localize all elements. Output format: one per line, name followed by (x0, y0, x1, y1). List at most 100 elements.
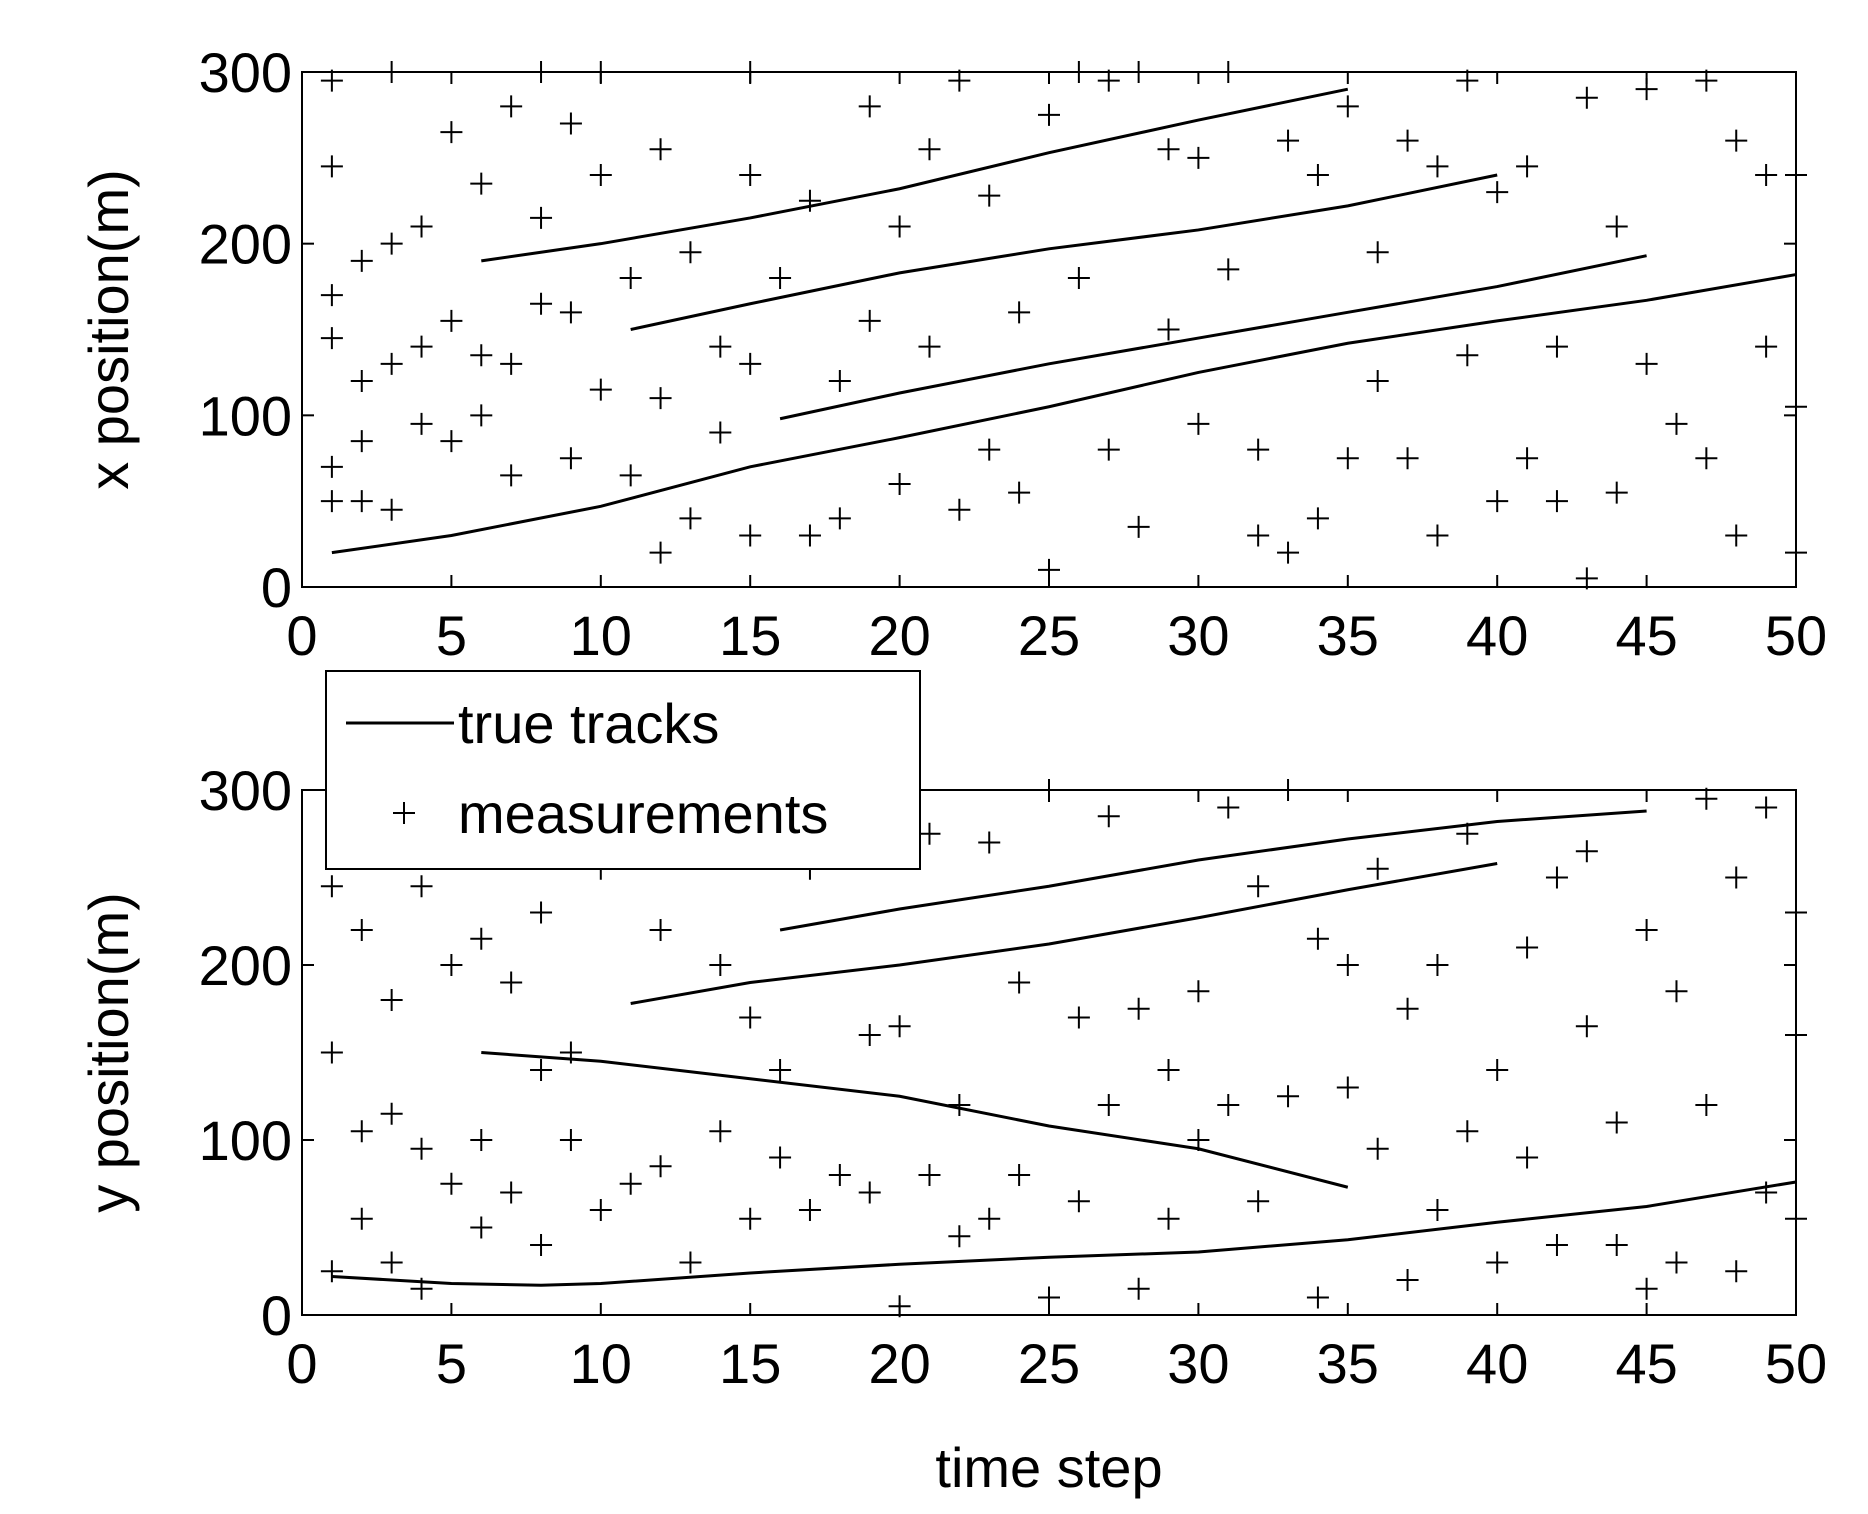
measurement (1785, 1207, 1807, 1230)
y-tick-label: 0 (261, 556, 292, 619)
measurement (380, 1251, 403, 1274)
measurement (1516, 447, 1539, 470)
measurement (1426, 524, 1449, 547)
measurement (709, 335, 732, 358)
measurement (619, 464, 642, 487)
measurement (380, 498, 403, 521)
measurement (500, 1181, 523, 1204)
measurement (1008, 971, 1031, 994)
measurement (530, 61, 553, 83)
true-track (331, 1180, 1797, 1287)
x-tick-label: 10 (570, 1332, 632, 1395)
measurement (350, 249, 373, 272)
measurement (1366, 241, 1389, 264)
x-tick-label: 0 (286, 604, 317, 667)
measurement (320, 69, 343, 92)
measurement (619, 267, 642, 289)
measurement (1097, 69, 1120, 92)
measurement (1396, 1269, 1419, 1291)
measurement (1635, 1277, 1658, 1300)
measurement (1695, 447, 1718, 470)
measurement (769, 1059, 792, 1081)
x-tick-label: 15 (719, 604, 781, 667)
measurement (1247, 1190, 1270, 1213)
measurement (530, 206, 553, 229)
measurement (410, 335, 433, 358)
y-tick-label: 200 (199, 213, 292, 276)
measurement (709, 1120, 732, 1143)
measurement (380, 989, 403, 1011)
measurement (1336, 95, 1359, 118)
measurement (1187, 980, 1210, 1003)
measurement (1575, 567, 1598, 590)
x-tick-label: 20 (868, 604, 930, 667)
measurement (918, 138, 941, 161)
x-tick-label: 20 (868, 1332, 930, 1395)
measurement (1605, 215, 1628, 238)
measurement (1157, 138, 1180, 161)
measurement (1605, 481, 1628, 504)
measurement (1306, 1286, 1329, 1309)
measurement (1396, 447, 1419, 470)
measurement (1396, 997, 1419, 1020)
measurement (888, 473, 911, 495)
x-axis-label: time step (935, 1436, 1162, 1499)
measurement (470, 927, 493, 950)
measurement (1038, 1286, 1060, 1309)
measurement (410, 1137, 433, 1160)
measurement (888, 1295, 911, 1318)
measurement (1755, 335, 1778, 358)
measurement (798, 189, 821, 212)
measurement (1187, 412, 1210, 435)
measurement (1456, 69, 1479, 92)
measurement (559, 1041, 582, 1064)
measurement (350, 1120, 373, 1143)
legend (325, 670, 921, 870)
y-tick-label: 300 (199, 41, 292, 104)
measurement (888, 1015, 911, 1038)
measurement (1516, 936, 1539, 959)
measurement (1456, 344, 1479, 367)
measurement (948, 1225, 971, 1248)
measurement (1755, 1181, 1778, 1204)
measurement (1725, 129, 1748, 152)
measurement (709, 954, 732, 976)
measurement (918, 1164, 941, 1186)
x-tick-label: 50 (1765, 1332, 1827, 1395)
x-tick-label: 30 (1167, 604, 1229, 667)
measurement (978, 184, 1001, 207)
measurement (350, 370, 373, 392)
measurement (978, 831, 1001, 854)
measurement (410, 412, 433, 435)
measurement (380, 61, 403, 83)
measurement (1575, 86, 1598, 109)
true-track (481, 87, 1349, 263)
legend-label: true tracks (458, 692, 719, 755)
measurement (1247, 438, 1270, 461)
measurement (1575, 840, 1598, 863)
measurement (530, 1234, 553, 1256)
measurement (739, 61, 762, 83)
true-track (630, 173, 1498, 331)
measurement (1755, 164, 1778, 186)
measurement (350, 1207, 373, 1230)
measurement (1545, 866, 1568, 889)
measurement (380, 1102, 403, 1125)
measurement (559, 301, 582, 324)
measurement (709, 421, 732, 444)
measurement (948, 498, 971, 521)
measurement (1008, 301, 1031, 324)
measurement (828, 370, 851, 392)
measurement (589, 61, 612, 83)
measurement (1695, 1094, 1718, 1116)
measurement (320, 1260, 343, 1283)
measurement (1067, 1190, 1090, 1213)
measurement (350, 430, 373, 453)
measurement (739, 1006, 762, 1029)
measurement (798, 524, 821, 547)
measurement (948, 1094, 971, 1116)
measurement (1217, 1094, 1240, 1116)
measurement (1097, 438, 1120, 461)
measurement (1127, 61, 1150, 83)
measurement (530, 292, 553, 315)
